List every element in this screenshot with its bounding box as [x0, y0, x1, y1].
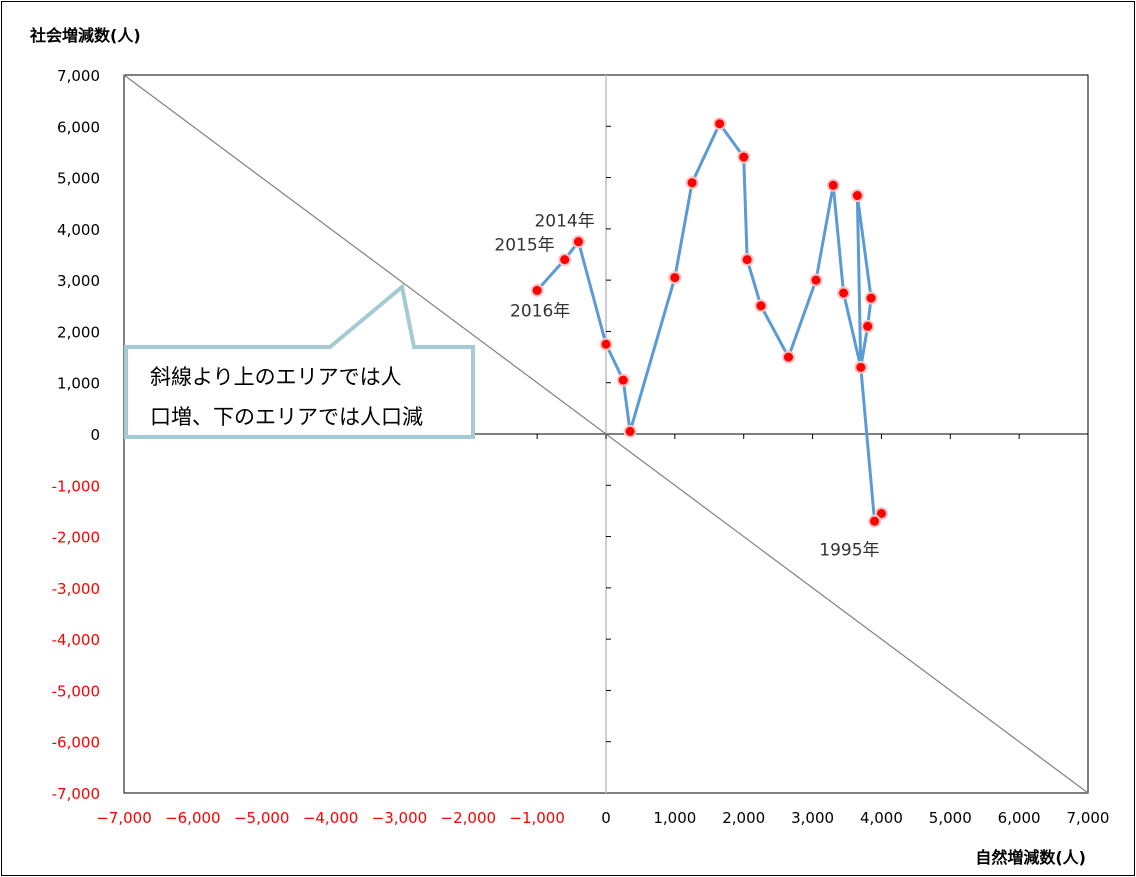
x-tick-label: −7,000: [96, 809, 152, 827]
data-point: [781, 350, 795, 364]
y-ticks: 7,000 6,000 5,000 4,000 3,000 2,000 1,000 0 -1,0…: [52, 67, 611, 803]
data-point: [809, 273, 823, 287]
diagonal-reference-line: [123, 74, 1089, 794]
data-point: [754, 299, 768, 313]
y-tick-label: -2,000: [52, 529, 100, 547]
x-tick-label: −1,000: [509, 809, 565, 827]
x-tick-label: 5,000: [929, 809, 972, 827]
y-tick-label: 4,000: [57, 221, 100, 239]
data-point-label: 2015年: [494, 236, 554, 256]
y-tick-label: -1,000: [52, 477, 100, 495]
x-tick-label: 0: [601, 809, 611, 827]
data-point: [837, 286, 851, 300]
callout-box: [124, 283, 475, 439]
data-point-label: 2014年: [534, 212, 594, 232]
x-tick-label: 6,000: [998, 809, 1041, 827]
data-point-label: 2016年: [510, 301, 570, 321]
data-point: [861, 319, 875, 333]
annotation-callout: 斜線より上のエリアでは人 口増、下のエリアでは人口減: [124, 283, 475, 439]
y-tick-label: 3,000: [57, 272, 100, 290]
x-tick-label: −2,000: [441, 809, 497, 827]
callout-line-2: 口増、下のエリアでは人口減: [150, 405, 423, 429]
x-tick-label: 4,000: [860, 809, 903, 827]
data-point: [571, 235, 585, 249]
data-point: [599, 337, 613, 351]
y-tick-label: -5,000: [52, 682, 100, 700]
data-point: [530, 283, 544, 297]
x-tick-label: −3,000: [372, 809, 428, 827]
series-markers: [530, 117, 888, 528]
x-tick-label: −6,000: [165, 809, 221, 827]
data-point: [713, 117, 727, 131]
data-point: [668, 271, 682, 285]
x-tick-label: 1,000: [653, 809, 696, 827]
data-point: [616, 373, 630, 387]
x-tick-label: −4,000: [303, 809, 359, 827]
x-ticks: −7,000 −6,000 −5,000 −4,000 −3,000 −2,000 −1,0…: [96, 434, 1109, 827]
y-tick-label: -4,000: [52, 631, 100, 649]
y-tick-label: -3,000: [52, 580, 100, 598]
data-point: [864, 291, 878, 305]
data-point: [868, 514, 882, 528]
y-tick-label: 1,000: [57, 375, 100, 393]
x-tick-label: −5,000: [234, 809, 290, 827]
data-point: [623, 424, 637, 438]
data-point: [737, 150, 751, 164]
x-tick-label: 3,000: [791, 809, 834, 827]
data-point: [740, 253, 754, 267]
y-tick-label: 2,000: [57, 323, 100, 341]
y-tick-label: 5,000: [57, 170, 100, 188]
x-tick-label: 2,000: [722, 809, 765, 827]
data-point: [826, 178, 840, 192]
y-tick-label: 6,000: [57, 118, 100, 136]
data-point: [850, 189, 864, 203]
x-tick-label: 7,000: [1067, 809, 1110, 827]
data-point-label: 1995年: [819, 540, 879, 560]
data-point: [685, 176, 699, 190]
y-tick-label: -6,000: [52, 734, 100, 752]
y-axis-title: 社会増減数(人): [29, 26, 141, 45]
x-axis-title: 自然増減数(人): [975, 848, 1086, 867]
data-point: [558, 253, 572, 267]
data-point: [854, 360, 868, 374]
callout-line-1: 斜線より上のエリアでは人: [150, 365, 402, 389]
point-labels: 1995年 2014年 2015年 2016年: [494, 212, 879, 561]
y-tick-label: -7,000: [52, 785, 100, 803]
y-tick-label: 0: [90, 426, 100, 444]
y-tick-label: 7,000: [57, 67, 100, 85]
